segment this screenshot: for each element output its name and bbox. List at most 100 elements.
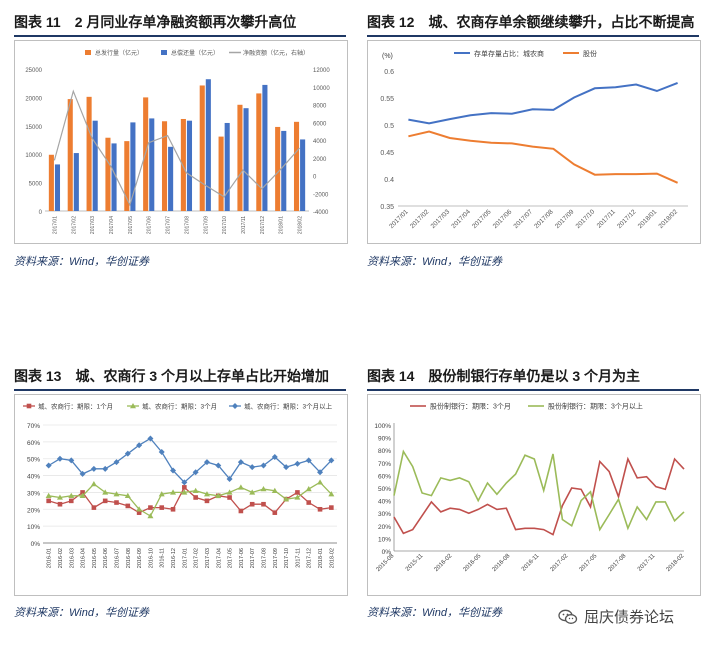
marker-triangle: [260, 486, 267, 492]
y2-tick-label: 10000: [313, 86, 330, 92]
x-tick-label: 2017/04: [109, 216, 115, 234]
panel-12-chart: (%) 0.35 0.4 0.45 0.5 0.55 0.6 2017/01 2017/02 20…: [367, 40, 701, 244]
marker-square: [204, 498, 210, 504]
x-tick-label: 2017-01: [182, 548, 188, 568]
marker-diamond: [192, 469, 199, 476]
y-tick-label: 70%: [27, 423, 40, 430]
bar-issuance: [293, 121, 300, 211]
series-line-1: [48, 481, 332, 517]
legend-label: 城、农商行：期限：3个月以上: [244, 402, 333, 411]
bar-issuance: [161, 121, 168, 211]
x-tick-label: 2017/08: [184, 216, 190, 234]
x-tick-label: 2017/11: [596, 208, 617, 229]
x-tick-label: 2017/03: [430, 208, 452, 230]
marker-triangle: [45, 492, 52, 498]
marker-diamond: [305, 457, 312, 464]
y-tick-label: 20000: [25, 96, 42, 102]
y-tick-label: 40%: [378, 499, 391, 506]
bar-repayment: [92, 120, 98, 211]
marker-diamond: [102, 465, 109, 472]
bar-issuance: [275, 126, 281, 211]
x-tick-label: 2017/02: [409, 208, 431, 230]
marker-triangle: [226, 489, 233, 495]
y2-tick-label: 0: [313, 175, 317, 181]
panel-11-source: 资料来源：Wind，华创证券: [14, 256, 149, 268]
x-tick-label: 2017/10: [222, 216, 228, 234]
y-tick-label: 0.45: [380, 150, 394, 157]
x-tick-label: 2017-05: [579, 553, 599, 573]
marker-diamond: [113, 459, 120, 466]
bar-issuance: [218, 136, 224, 211]
y-unit-label: (%): [382, 53, 393, 60]
marker-diamond: [158, 448, 165, 455]
bar-repayment: [205, 79, 211, 211]
y-tick-label: 0.35: [380, 204, 394, 211]
x-tick-label: 2017-03: [205, 548, 211, 568]
marker-square: [68, 498, 74, 504]
y2-tick-label: 8000: [313, 104, 327, 110]
y-tick-label: 60%: [378, 473, 391, 480]
panel-12-title: 图表 12 城、农商存单余额继续攀升，占比不断提高: [367, 14, 695, 30]
y-tick-label: 10%: [27, 524, 40, 531]
marker-diamond: [68, 457, 75, 464]
watermark: 屈庆债券论坛: [558, 606, 674, 627]
bar-issuance: [105, 137, 111, 211]
marker-square: [136, 510, 142, 515]
y-tick-label: 50%: [378, 486, 391, 493]
x-tick-label: 2018/01: [279, 216, 285, 234]
y-tick-label: 30%: [378, 511, 391, 518]
marker-square: [102, 498, 108, 504]
marker-square: [329, 505, 334, 510]
marker-square: [148, 505, 153, 510]
marker-diamond: [226, 475, 233, 482]
x-tick-label: 2017/09: [554, 208, 576, 230]
marker-diamond: [181, 479, 188, 486]
x-tick-label: 2017-05: [228, 548, 234, 568]
panel-13-source: 资料来源：Wind，华创证券: [14, 607, 149, 619]
x-tick-label: 2016-02: [58, 548, 64, 568]
y-tick-label: 15000: [25, 125, 42, 131]
x-tick-label: 2017-08: [262, 548, 268, 568]
legend-label: 城、农商行：期限：1个月: [38, 402, 113, 411]
marker-square: [227, 495, 232, 500]
bar-issuance: [180, 118, 186, 211]
panel-11-chart-svg: 0 5000 10000 15000 20000 25000 -4000 -2000 0 2000…: [25, 49, 330, 234]
x-tick-label: 2018-01: [318, 548, 324, 568]
marker-square: [249, 501, 255, 507]
panel-14-chart: 0% 10% 20% 30% 40% 50% 60% 70% 80% 90% 100% 2015-08…: [367, 394, 701, 596]
y-tick-label: 0%: [31, 541, 41, 548]
panel-14-chart-svg: 0%10%20%30%40%50%60%70%80%90%100%2015-08…: [374, 402, 685, 573]
marker-diamond: [237, 459, 244, 466]
marker-triangle: [130, 403, 136, 409]
marker-square: [272, 510, 278, 515]
x-tick-label: 2017-11: [637, 553, 657, 573]
marker-diamond: [79, 470, 86, 477]
marker-triangle: [317, 479, 324, 485]
legend-label: 城、农商行：期限：3个月: [142, 402, 217, 411]
x-tick-label: 2017/04: [450, 208, 472, 230]
marker-triangle: [271, 487, 278, 493]
x-tick-label: 2016-06: [103, 548, 109, 568]
legend-label: 股份制银行：期限：3个月: [430, 402, 511, 411]
marker-diamond: [317, 469, 324, 476]
legend-label: 净融资额（亿元，右轴）: [243, 49, 309, 57]
panel-11-title: 图表 11 2 月同业存单净融资额再次攀升高位: [14, 14, 297, 30]
bar-issuance: [237, 104, 243, 211]
x-tick-label: 2016-07: [115, 548, 121, 568]
marker-triangle: [215, 492, 222, 498]
legend-label: 股份: [583, 49, 597, 58]
marker-diamond: [271, 454, 278, 461]
marker-square: [125, 503, 131, 509]
marker-triangle: [113, 491, 120, 497]
x-tick-label: 2017-04: [216, 548, 222, 568]
x-tick-label: 2016-05: [463, 553, 483, 573]
y-tick-label: 0.55: [380, 96, 394, 103]
bar-repayment: [73, 153, 79, 211]
y-tick-label: 0: [39, 210, 43, 216]
marker-triangle: [294, 494, 301, 500]
x-tick-label: 2016-02: [434, 553, 454, 573]
bar-repayment: [300, 139, 306, 211]
marker-triangle: [192, 487, 199, 493]
marker-triangle: [102, 489, 109, 495]
series-line-0: [408, 81, 678, 125]
